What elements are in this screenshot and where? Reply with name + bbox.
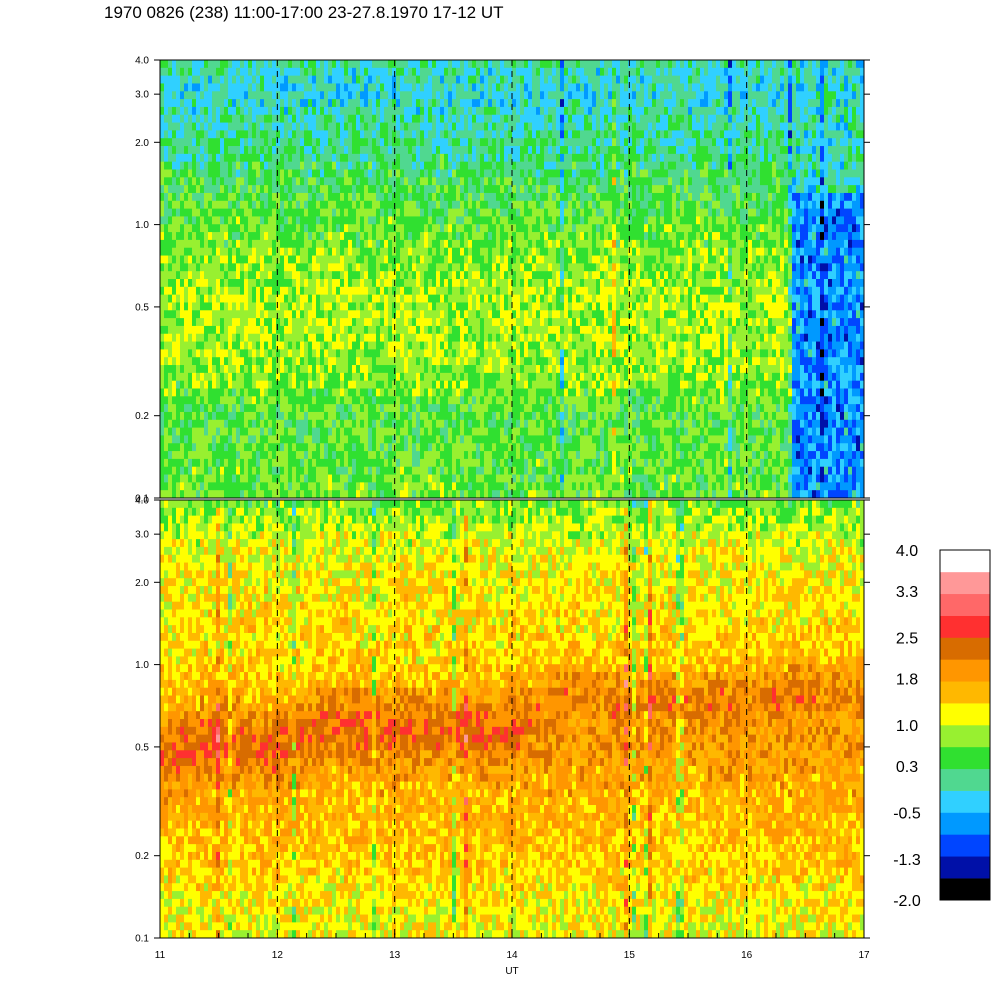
- x-tick-label: 12: [272, 950, 284, 961]
- x-axis-label: UT: [505, 966, 518, 977]
- y-tick-label: 3.0: [135, 530, 149, 541]
- colorbar-label: 0.3: [896, 759, 918, 776]
- y-tick-label: 0.5: [135, 302, 149, 313]
- colorbar-label: -1.3: [893, 852, 921, 869]
- colorbar-swatch: [940, 791, 990, 813]
- x-tick-label: 15: [624, 950, 636, 961]
- colorbar-swatch: [940, 550, 990, 572]
- colorbar-label: 4.0: [896, 543, 918, 560]
- colorbar-swatch: [940, 747, 990, 769]
- colorbar-swatch: [940, 659, 990, 681]
- y-tick-label: 4.0: [135, 496, 149, 507]
- x-tick-label: 16: [741, 950, 753, 961]
- y-tick-label: 1.0: [135, 220, 149, 231]
- y-tick-label: 2.0: [135, 578, 149, 589]
- x-tick-label: 11: [155, 950, 166, 961]
- colorbar-swatch: [940, 703, 990, 725]
- colorbar-label: 3.3: [896, 584, 918, 601]
- colorbar-swatch: [940, 769, 990, 791]
- x-tick-label: 14: [506, 950, 518, 961]
- colorbar-label: 1.8: [896, 671, 918, 688]
- y-tick-label: 0.2: [135, 411, 149, 422]
- colorbar-label: 1.0: [896, 718, 918, 735]
- x-tick-label: 13: [389, 950, 401, 961]
- y-tick-label: 0.2: [135, 851, 149, 862]
- colorbar-swatch: [940, 725, 990, 747]
- colorbar-swatch: [940, 594, 990, 616]
- colorbar-label: -2.0: [893, 893, 921, 910]
- heatmap-panel-lower: [160, 500, 864, 938]
- colorbar-swatch: [940, 572, 990, 594]
- y-tick-label: 0.5: [135, 742, 149, 753]
- colorbar: [940, 550, 990, 900]
- colorbar-swatch: [940, 616, 990, 638]
- colorbar-label: 2.5: [896, 631, 918, 648]
- colorbar-swatch: [940, 813, 990, 835]
- y-tick-label: 1.0: [135, 660, 149, 671]
- colorbar-swatch: [940, 681, 990, 703]
- colorbar-swatch: [940, 834, 990, 856]
- y-tick-label: 4.0: [135, 56, 149, 67]
- heatmap-panel-upper: [160, 60, 864, 498]
- y-tick-label: 0.1: [135, 934, 149, 945]
- colorbar-swatch: [940, 856, 990, 878]
- y-tick-label: 3.0: [135, 90, 149, 101]
- colorbar-swatch: [940, 878, 990, 900]
- x-tick-label: 17: [858, 950, 870, 961]
- y-tick-label: 2.0: [135, 138, 149, 149]
- colorbar-label: -0.5: [893, 806, 921, 823]
- colorbar-swatch: [940, 638, 990, 660]
